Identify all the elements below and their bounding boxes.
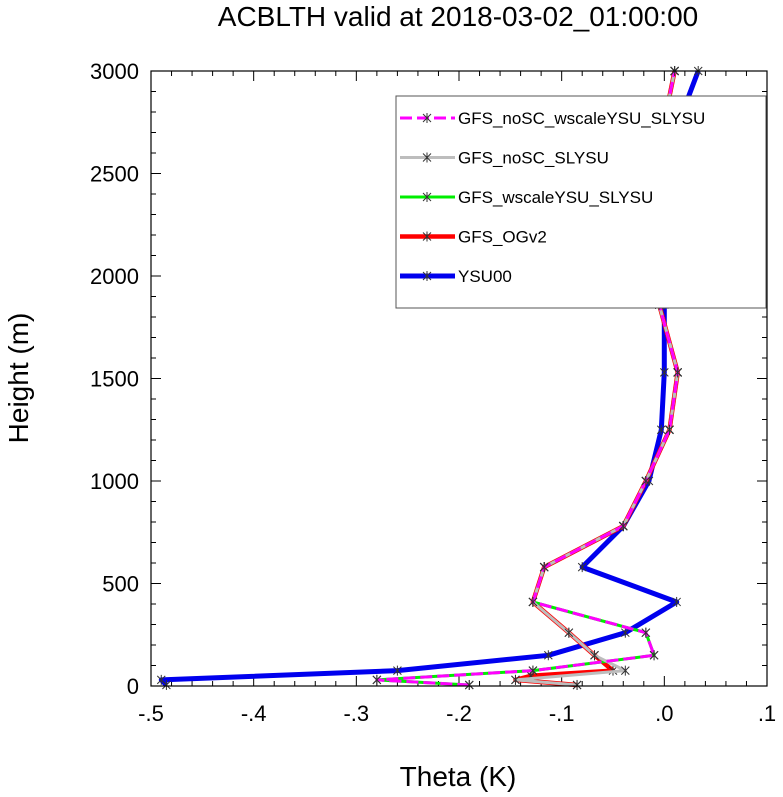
data-point <box>590 650 599 661</box>
data-point <box>620 627 630 638</box>
data-point <box>528 596 538 607</box>
chart-title: ACBLTH valid at 2018-03-02_01:00:00 <box>218 1 698 32</box>
y-tick-label: 500 <box>102 572 139 597</box>
legend-marker <box>422 192 432 202</box>
data-point <box>528 665 538 676</box>
legend-item-gfs-wscaleysu-slysu: GFS_wscaleYSU_SLYSU <box>400 188 653 207</box>
x-tick-label: -.5 <box>138 701 164 726</box>
x-axis-title: Theta (K) <box>400 761 517 792</box>
y-tick-label: 2500 <box>90 162 139 187</box>
legend-marker <box>422 152 432 163</box>
legend-marker <box>422 231 432 242</box>
y-axis-title: Height (m) <box>3 313 34 444</box>
legend-box <box>395 95 767 309</box>
data-point <box>656 424 666 435</box>
legend-item-gfs-nosc-slysu: GFS_noSC_SLYSU <box>400 149 609 168</box>
data-point <box>641 476 651 486</box>
legend-label: GFS_wscaleYSU_SLYSU <box>458 188 653 207</box>
legend-marker <box>422 271 432 281</box>
data-point <box>672 596 682 607</box>
data-point <box>572 679 582 690</box>
x-tick-label: .0 <box>655 701 673 726</box>
data-point <box>673 367 683 378</box>
data-point <box>659 367 669 378</box>
y-tick-label: 0 <box>127 674 139 699</box>
data-point <box>577 562 587 573</box>
x-tick-label: -.2 <box>446 701 472 726</box>
data-point <box>156 674 166 685</box>
legend-items: GFS_noSC_wscaleYSU_SLYSU GFS_noSC_SLYSU GF… <box>400 109 705 286</box>
data-point <box>539 562 549 573</box>
y-tick-label: 3000 <box>90 59 139 84</box>
data-point <box>393 665 402 676</box>
legend-label: GFS_noSC_wscaleYSU_SLYSU <box>458 109 705 128</box>
legend-item-gfs-nosc-wscaleysu-slysu: GFS_noSC_wscaleYSU_SLYSU <box>400 109 705 128</box>
x-tick-label: -.4 <box>241 701 267 726</box>
y-tick-label: 2000 <box>90 264 139 289</box>
legend-item-ysu00: YSU00 <box>400 267 512 286</box>
plot-frame <box>150 70 768 687</box>
data-point <box>618 521 628 532</box>
tick-labels: -.5 -.4 -.3 -.2 -.1 .0 .1 0 500 1000 1500 2000 2500 3… <box>90 59 776 726</box>
x-tick-label: -.3 <box>343 701 369 726</box>
data-point <box>543 650 553 661</box>
legend-label: GFS_OGv2 <box>458 228 547 247</box>
legend-label: GFS_noSC_SLYSU <box>458 149 609 168</box>
y-tick-label: 1500 <box>90 367 139 392</box>
data-point <box>641 627 651 638</box>
data-point <box>511 674 520 685</box>
x-tick-label: -.1 <box>549 701 575 726</box>
x-tick-label: .1 <box>758 701 776 726</box>
data-point <box>564 627 574 638</box>
legend-label: YSU00 <box>458 267 512 286</box>
y-tick-label: 1000 <box>90 469 139 494</box>
data-point <box>665 424 674 435</box>
data-point <box>464 679 474 690</box>
legend-item-gfs-ogv2: GFS_OGv2 <box>400 228 547 247</box>
legend: GFS_noSC_wscaleYSU_SLYSU GFS_noSC_SLYSU GF… <box>395 95 767 309</box>
legend-marker <box>422 113 432 123</box>
data-point <box>372 674 382 685</box>
data-point <box>649 650 659 661</box>
data-point <box>620 665 630 676</box>
